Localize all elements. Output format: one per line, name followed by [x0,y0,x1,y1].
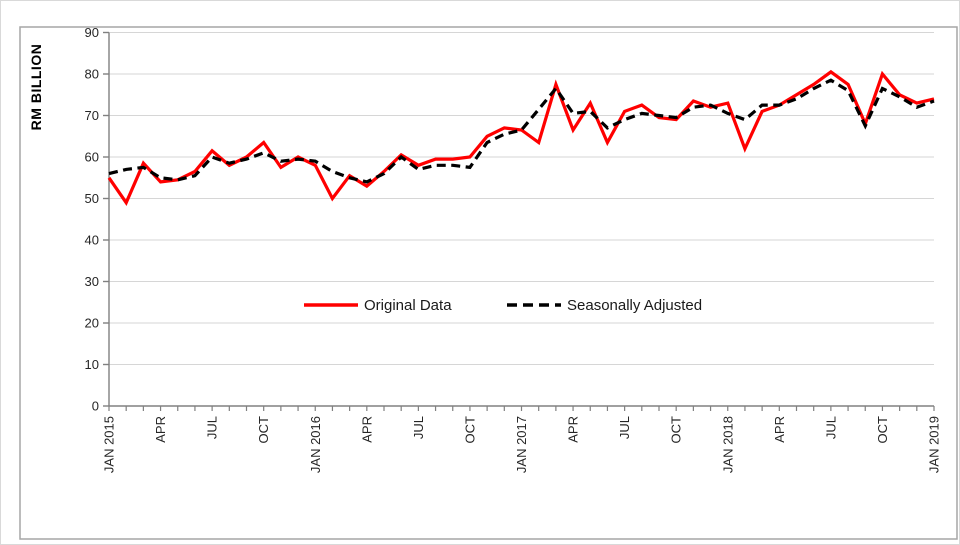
x-tick-label: JAN 2017 [514,416,529,473]
axes [108,32,934,407]
x-tick-label: APR [772,416,787,443]
y-tick-label: 0 [92,399,99,414]
plot-series [107,69,935,206]
x-tick-label: JUL [411,416,426,439]
y-axis-ticks [103,31,109,407]
y-axis-labels: 0 10 20 30 40 50 60 70 80 90 [85,25,99,414]
y-tick-label: 20 [85,316,99,331]
x-tick-label: JAN 2019 [927,416,942,473]
x-tick-label: JUL [617,416,632,439]
y-tick-label: 70 [85,108,99,123]
y-tick-label: 30 [85,274,99,289]
legend: Original Data Seasonally Adjusted [304,297,702,314]
x-axis-ticks [108,406,935,411]
x-tick-label: OCT [256,416,271,444]
chart-border [19,26,958,540]
x-tick-label: OCT [875,416,890,444]
x-tick-label: JAN 2016 [308,416,323,473]
x-axis-labels: JAN 2015 APR JUL OCT JAN 2016 APR JUL OCT JAN 20… [102,416,942,473]
legend-label-adjusted: Seasonally Adjusted [567,297,702,314]
x-tick-label: JUL [205,416,220,439]
x-tick-label: OCT [462,416,477,444]
series-original-data-line [107,69,935,206]
x-tick-label: JAN 2018 [720,416,735,473]
y-tick-label: 80 [85,67,99,82]
legend-label-original: Original Data [364,297,452,314]
x-tick-label: APR [566,416,581,443]
y-tick-label: 40 [85,233,99,248]
x-tick-label: APR [153,416,168,443]
y-tick-label: 10 [85,357,99,372]
x-tick-label: APR [359,416,374,443]
y-axis-title: RM BILLION [28,44,44,131]
x-tick-label: JUL [823,416,838,439]
series-seasonally-adjusted-line [108,78,935,184]
y-tick-label: 90 [85,25,99,40]
x-tick-label: JAN 2015 [102,416,117,473]
x-tick-label: OCT [669,416,684,444]
y-tick-label: 50 [85,191,99,206]
y-tick-label: 60 [85,150,99,165]
gridlines [109,32,934,365]
